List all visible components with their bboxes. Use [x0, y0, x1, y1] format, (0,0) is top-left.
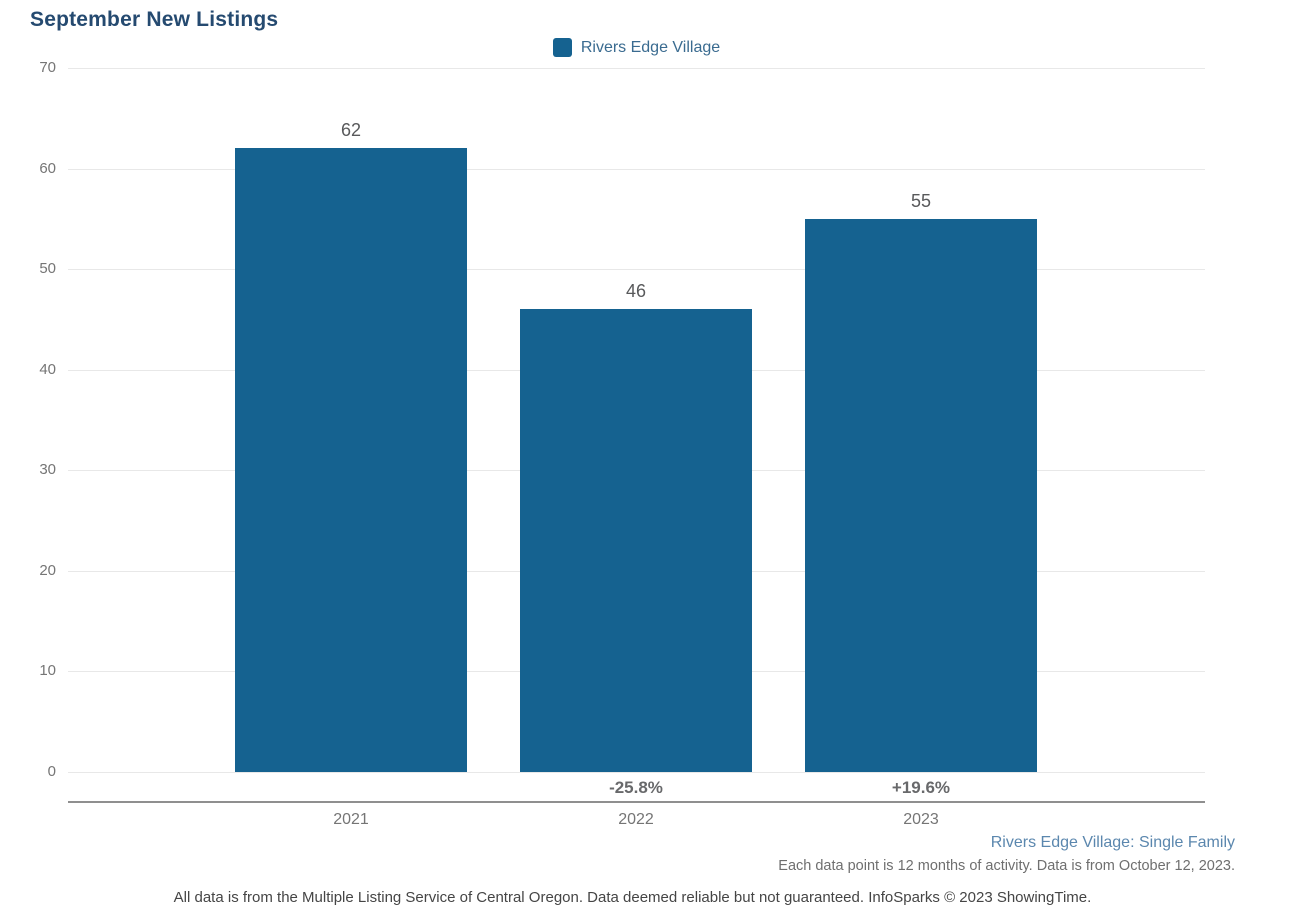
y-axis-tick-label-30: 30: [39, 461, 56, 478]
pct-change-label-2022: -25.8%: [609, 778, 663, 797]
bar-value-label-2021: 62: [340, 120, 362, 140]
y-axis-tick-label-0: 0: [47, 763, 56, 780]
chart-title: September New Listings: [30, 8, 279, 31]
y-axis-tick-label-60: 60: [39, 160, 56, 177]
bar-value-label-2022: 46: [625, 281, 647, 301]
footer-data-note: Each data point is 12 months of activity…: [778, 858, 1235, 874]
bar-2022[interactable]: [520, 309, 752, 772]
legend-label: Rivers Edge Village: [580, 38, 721, 56]
bar-2021[interactable]: [235, 148, 467, 772]
x-axis-tick-label-2021: 2021: [333, 811, 369, 828]
x-axis-tick-label-2022: 2022: [618, 811, 654, 828]
x-axis-tick-label-2023: 2023: [903, 811, 939, 828]
legend-swatch-icon: [552, 38, 572, 57]
pct-change-label-2023: +19.6%: [891, 778, 951, 797]
y-axis-tick-label-70: 70: [39, 59, 56, 76]
bar-2023[interactable]: [805, 219, 1037, 772]
y-axis-tick-label-40: 40: [39, 361, 56, 378]
y-axis-tick-label-20: 20: [39, 562, 56, 579]
y-axis-tick-label-10: 10: [39, 662, 56, 679]
bar-value-label-2023: 55: [910, 191, 932, 211]
footer-series-descriptor: Rivers Edge Village: Single Family: [990, 834, 1235, 851]
legend-item[interactable]: Rivers Edge Village: [68, 38, 1205, 57]
gridline-y-0: [68, 772, 1205, 773]
gridline-y-50: [68, 269, 1205, 270]
x-axis-line: [68, 801, 1205, 803]
footer-disclaimer: All data is from the Multiple Listing Se…: [173, 889, 1092, 906]
gridline-y-60: [68, 169, 1205, 170]
y-axis-tick-label-50: 50: [39, 260, 56, 277]
gridline-y-70: [68, 68, 1205, 69]
